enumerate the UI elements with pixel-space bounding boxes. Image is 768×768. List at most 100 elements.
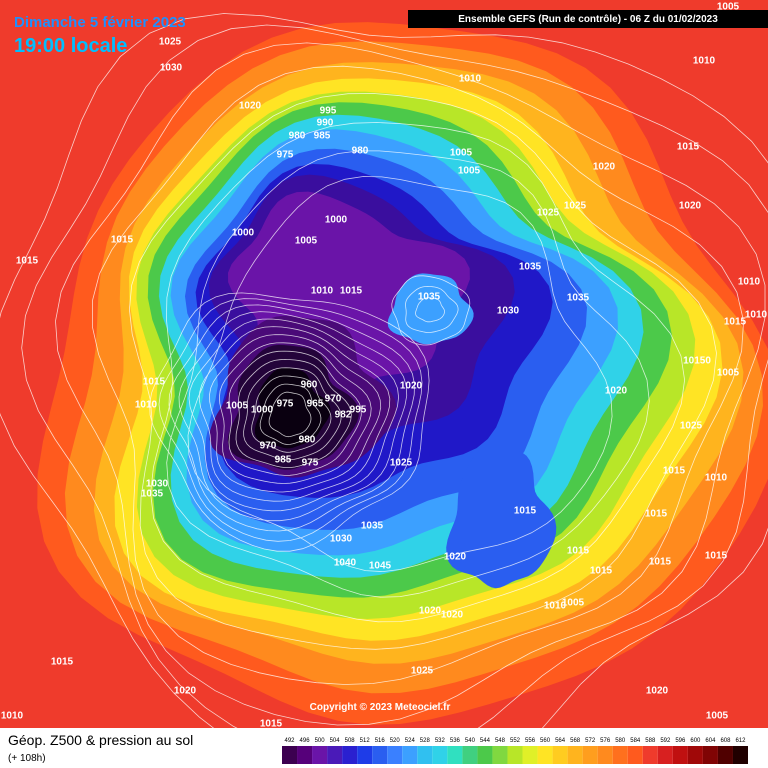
- isobar: [198, 326, 391, 502]
- isobar-label: 1005: [717, 2, 740, 13]
- isobar-label: 970: [325, 394, 342, 405]
- colorbar-swatch: [672, 746, 688, 764]
- isobar: [188, 318, 400, 512]
- isobar-label: 1005: [458, 166, 481, 177]
- trough: [446, 446, 557, 589]
- colorbar-label: 500: [315, 738, 326, 744]
- isobar-label: 1005: [450, 148, 473, 159]
- colorbar-label: 528: [420, 738, 431, 744]
- geopotential-field: [37, 22, 768, 725]
- isobar: [0, 13, 768, 768]
- colorbar-swatch: [597, 746, 613, 764]
- isobar-label: 1000: [325, 215, 348, 226]
- colorbar-swatch: [522, 746, 538, 764]
- isobar-label: 1015: [16, 256, 39, 267]
- isobar-label: 1015: [663, 466, 686, 477]
- colorbar-swatch: [342, 746, 358, 764]
- copyright: Copyright © 2023 Meteociel.fr: [310, 702, 451, 713]
- colorbar-label: 524: [405, 738, 416, 744]
- colorbar-label: 504: [330, 738, 341, 744]
- colorbar-swatch: [447, 746, 463, 764]
- isobar-label: 1015: [724, 317, 747, 328]
- colorbar-label: 572: [585, 738, 596, 744]
- isobar-label: 1020: [444, 552, 467, 563]
- isobar: [149, 292, 430, 552]
- colorbar-label: 532: [435, 738, 446, 744]
- isobar-label: 995: [320, 106, 337, 117]
- isobar-label: 1030: [330, 534, 353, 545]
- isobar-label: 1025: [159, 37, 182, 48]
- colorbar-label: 508: [345, 738, 356, 744]
- isobar-label: 982: [335, 410, 352, 421]
- colorbar-label: 552: [510, 738, 521, 744]
- isobar-label: 1015: [340, 286, 363, 297]
- isobar: [235, 358, 352, 468]
- isobar-label: 1045: [369, 561, 392, 572]
- isobar-label: 980: [299, 435, 316, 446]
- colorbar-swatch: [732, 746, 748, 764]
- colorbar-label: 516: [375, 738, 386, 744]
- isobar-lines: [0, 13, 768, 768]
- colorbar-swatch: [582, 746, 598, 764]
- colorbar-label: 540: [465, 738, 476, 744]
- isobar-label: 1015: [677, 142, 700, 153]
- isobar-label: 985: [275, 455, 292, 466]
- isobar-label: 1015: [260, 719, 283, 730]
- colorbar-label: 584: [630, 738, 641, 744]
- colorbar-swatch: [642, 746, 658, 764]
- colorbar-label: 548: [495, 738, 506, 744]
- colorbar-label: 560: [540, 738, 551, 744]
- isobar: [415, 297, 445, 323]
- isobar-label: 980: [289, 131, 306, 142]
- isobar-label: 1005: [562, 598, 585, 609]
- isobar: [55, 42, 766, 726]
- isobar-label: 1010: [311, 286, 334, 297]
- isobar: [228, 350, 362, 476]
- colorbar-swatch: [687, 746, 703, 764]
- colorbar-swatch: [507, 746, 523, 764]
- colorbar-swatch: [627, 746, 643, 764]
- colorbar-label: 496: [300, 738, 311, 744]
- colorbar-swatch: [357, 746, 373, 764]
- run-info: Ensemble GEFS (Run de contrôle) - 06 Z d…: [458, 14, 718, 25]
- isobar-label: 985: [314, 131, 331, 142]
- colorbar-swatch: [657, 746, 673, 764]
- isobar-label: 960: [301, 380, 318, 391]
- isobar-label: 1010: [745, 310, 768, 321]
- isobar-label: 1015: [567, 546, 590, 557]
- colorbar-swatch: [537, 746, 553, 764]
- isobar-label: 1015: [590, 566, 613, 577]
- isobar-label: 1015: [143, 377, 166, 388]
- colorbar-label: 612: [735, 738, 746, 744]
- geopotential-band: [254, 367, 331, 449]
- isobar: [259, 383, 322, 445]
- isobar-label: 1040: [334, 558, 357, 569]
- colorbar-swatch: [702, 746, 718, 764]
- time: 19:00 locale: [14, 35, 127, 57]
- isobar-label: 1020: [605, 386, 628, 397]
- colorbar-swatch: [432, 746, 448, 764]
- colorbar-label: 536: [450, 738, 461, 744]
- isobar-label: 1035: [519, 262, 542, 273]
- lead-time: (+ 108h): [8, 753, 46, 764]
- isobar-label: 1020: [419, 606, 442, 617]
- isobar-label: 1020: [646, 686, 669, 697]
- colorbar-label: 512: [360, 738, 371, 744]
- isobar-label: 1035: [141, 489, 164, 500]
- isobar-label: 1035: [567, 293, 590, 304]
- colorbar-swatch: [402, 746, 418, 764]
- isobar: [178, 311, 408, 522]
- colorbar-label: 568: [570, 738, 581, 744]
- isobar-label: 1030: [160, 63, 183, 74]
- isobar-label: 1010: [1, 711, 24, 722]
- isobar: [405, 285, 459, 333]
- isobar-label: 1035: [361, 521, 384, 532]
- colorbar-label: 592: [660, 738, 671, 744]
- isobar-label: 1020: [593, 162, 616, 173]
- isobar: [251, 375, 332, 453]
- isobar-label: 1020: [239, 101, 262, 112]
- isobar-label: 975: [277, 150, 294, 161]
- colorbar-label: 544: [480, 738, 491, 744]
- colorbar-swatch: [462, 746, 478, 764]
- isobar-label: 1035: [418, 292, 441, 303]
